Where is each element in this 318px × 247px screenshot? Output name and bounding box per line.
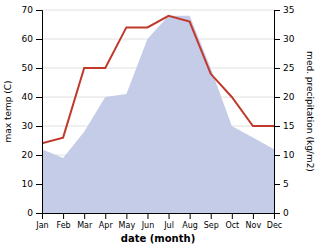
tick-label: 0	[27, 208, 33, 218]
tick-mark	[126, 213, 127, 219]
tick: 70	[22, 5, 42, 15]
tick-mark	[36, 126, 42, 127]
tick-mark	[36, 97, 42, 98]
marks	[42, 16, 274, 213]
tick: 20	[22, 150, 42, 160]
grid-line	[42, 10, 274, 11]
x-axis-title: date (month)	[121, 233, 195, 244]
tick-mark	[190, 213, 191, 219]
tick-label: Jul	[163, 221, 174, 230]
tick-mark	[274, 68, 280, 69]
tick: 50	[22, 63, 42, 73]
tick: 0	[27, 208, 42, 218]
tick-mark	[36, 213, 42, 214]
tick-mark	[84, 213, 85, 219]
tick: 60	[22, 34, 42, 44]
tick-label: 50	[22, 63, 34, 73]
tick-label: Feb	[57, 221, 71, 230]
tick-mark	[36, 39, 42, 40]
tick-label: Apr	[99, 221, 114, 230]
tick-label: 20	[283, 92, 295, 102]
area	[42, 16, 274, 213]
chart: JanFebMarAprMayJunJulAugSepOctNovDec0102…	[0, 0, 318, 247]
tick: Jan	[35, 213, 48, 230]
x-axis: Jan Feb Mar Apr May Jun Jul Aug Sep Oct Nov Dec	[35, 213, 282, 230]
axis-line	[43, 214, 275, 220]
tick: May	[119, 213, 136, 230]
tick: 30	[274, 34, 295, 44]
tick-label: 0	[283, 208, 289, 218]
tick-label: 30	[283, 34, 295, 44]
tick-label: 40	[22, 92, 34, 102]
tick-mark	[274, 97, 280, 98]
y-axis: 0 10 20 30 40 50 60 70	[22, 5, 43, 218]
tick-label: 25	[283, 63, 294, 73]
tick-mark	[232, 213, 233, 219]
tick: Mar	[77, 213, 93, 230]
tick-mark	[63, 213, 64, 219]
tick-label: Oct	[225, 221, 239, 230]
y2-axis-title: med. precipitation (kg/m2)	[305, 51, 315, 172]
tick-label: 20	[22, 150, 34, 160]
tick: 0	[274, 208, 289, 218]
tick-mark	[274, 184, 280, 185]
y-axis-title: max temp (C)	[3, 80, 13, 142]
tick-label: 10	[22, 179, 34, 189]
tick-mark	[274, 126, 280, 127]
tick: Dec	[267, 213, 282, 230]
tick-label: Jan	[35, 221, 48, 230]
tick-label: 5	[283, 179, 289, 189]
tick: Sep	[204, 213, 219, 230]
tick-mark	[253, 213, 254, 219]
tick-label: Nov	[246, 221, 262, 230]
line	[42, 16, 274, 144]
tick-label: Dec	[267, 221, 282, 230]
tick-mark	[36, 155, 42, 156]
tick: 40	[22, 92, 42, 102]
tick-label: 60	[22, 34, 34, 44]
tick: Jul	[163, 213, 174, 230]
tick: 10	[22, 179, 42, 189]
tick-mark	[36, 184, 42, 185]
tick: 15	[274, 121, 294, 131]
tick-label: 70	[22, 5, 34, 15]
tick-mark	[274, 10, 280, 11]
tick: 35	[274, 5, 294, 15]
tick-mark	[36, 68, 42, 69]
tick: 10	[274, 150, 295, 160]
y2-axis: 0 5 10 15 20 25 30 35	[274, 5, 295, 218]
tick-mark	[105, 213, 106, 219]
tick: Oct	[225, 213, 239, 230]
tick-label: Sep	[204, 221, 219, 230]
tick: Apr	[99, 213, 114, 230]
axis-line	[36, 11, 43, 214]
grid	[42, 10, 274, 213]
tick-mark	[211, 213, 212, 219]
tick-mark	[274, 213, 280, 214]
tick: 25	[274, 63, 294, 73]
tick-label: Aug	[182, 221, 198, 230]
tick-mark	[147, 213, 148, 219]
tick: 30	[22, 121, 42, 131]
tick: Aug	[182, 213, 198, 230]
tick-label: May	[119, 221, 136, 230]
tick-label: 10	[283, 150, 295, 160]
tick: Feb	[57, 213, 71, 230]
tick-mark	[36, 10, 42, 11]
tick: 20	[274, 92, 295, 102]
tick-label: 35	[283, 5, 294, 15]
tick-label: 30	[22, 121, 34, 131]
tick-mark	[274, 155, 280, 156]
axis-line	[275, 11, 281, 214]
tick-mark	[169, 213, 170, 219]
tick-label: Jun	[141, 221, 155, 230]
tick: Nov	[246, 213, 262, 230]
tick-label: Mar	[77, 221, 93, 230]
tick-label: 15	[283, 121, 294, 131]
tick: Jun	[141, 213, 155, 230]
tick: 5	[274, 179, 289, 189]
tick-mark	[274, 39, 280, 40]
plot-area: JanFebMarAprMayJunJulAugSepOctNovDec0102…	[22, 5, 295, 229]
